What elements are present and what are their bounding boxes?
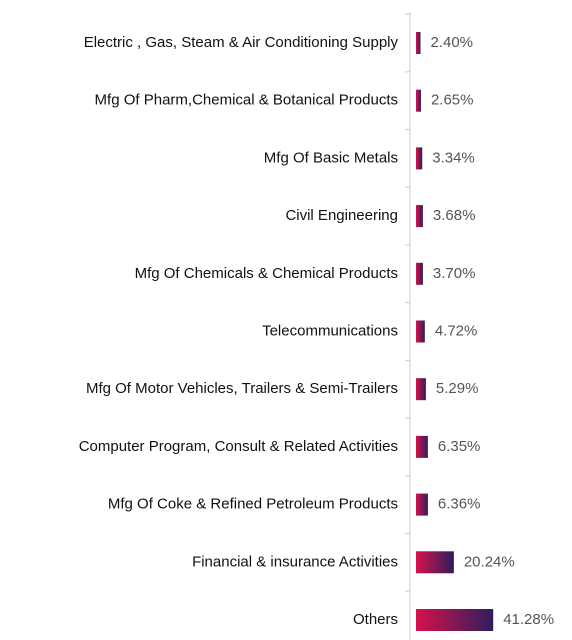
- bar: [416, 32, 421, 54]
- category-label: Telecommunications: [262, 322, 398, 339]
- bar: [416, 378, 426, 401]
- value-label: 20.24%: [464, 553, 515, 570]
- value-label: 4.72%: [435, 322, 478, 339]
- category-label: Mfg Of Chemicals & Chemical Products: [135, 265, 398, 282]
- category-label: Financial & insurance Activities: [192, 553, 398, 570]
- bar: [416, 147, 423, 170]
- category-label: Civil Engineering: [285, 207, 398, 224]
- bar: [416, 551, 454, 574]
- bar: [416, 262, 423, 285]
- category-label: Mfg Of Coke & Refined Petroleum Products: [108, 496, 398, 513]
- category-label: Computer Program, Consult & Related Acti…: [79, 438, 398, 455]
- bar: [416, 320, 425, 343]
- value-label: 2.65%: [431, 92, 474, 109]
- value-label: 3.34%: [432, 149, 475, 166]
- value-label: 41.28%: [503, 611, 554, 628]
- value-label: 3.68%: [433, 207, 476, 224]
- bar: [416, 89, 421, 112]
- bar: [416, 609, 494, 631]
- value-label: 2.40%: [430, 34, 473, 51]
- category-label: Electric , Gas, Steam & Air Conditioning…: [84, 34, 399, 51]
- category-label: Mfg Of Pharm,Chemical & Botanical Produc…: [95, 92, 398, 109]
- category-label: Mfg Of Basic Metals: [264, 149, 398, 166]
- value-label: 6.35%: [438, 438, 481, 455]
- value-label: 5.29%: [436, 380, 479, 397]
- value-label: 3.70%: [433, 265, 476, 282]
- bar: [416, 435, 428, 458]
- category-label: Others: [353, 611, 398, 628]
- value-label: 6.36%: [438, 496, 481, 513]
- category-label: Mfg Of Motor Vehicles, Trailers & Semi-T…: [86, 380, 398, 397]
- bar: [416, 493, 428, 516]
- bar: [416, 205, 423, 228]
